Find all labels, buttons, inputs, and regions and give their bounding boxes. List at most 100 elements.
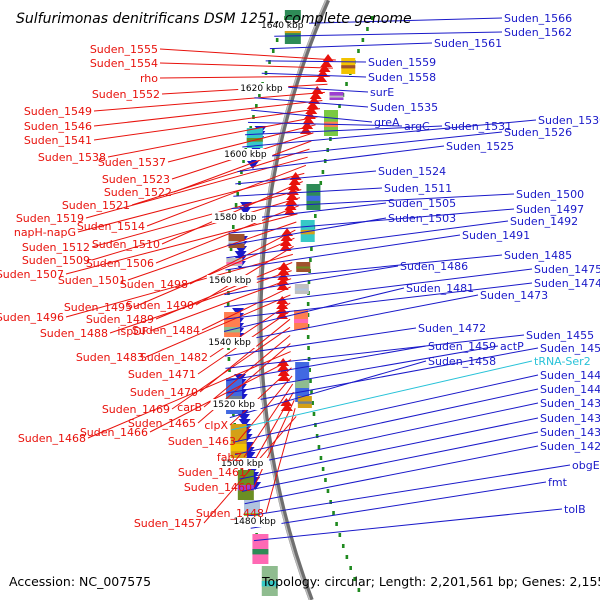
gene-label-right: Suden_1451 [540,342,600,355]
forward-gene-arrow [285,197,298,205]
gene-label-right: Suden_1525 [446,140,514,153]
leader-line-right [226,345,427,382]
leader-line-left [87,351,291,439]
forward-gene-arrow [315,74,328,82]
leader-line-right [239,417,539,480]
gene-label-right: Suden_1440 [540,383,600,396]
gene-label-right: Suden_1481 [406,282,474,295]
ruler-tick-outer [228,269,231,273]
ruler-tick-inner [321,467,325,471]
ruler-tick-inner [341,544,345,548]
accession-label: Accession: NC_007575 [9,574,151,589]
leader-line-right [235,170,377,185]
gene-label-left: Suden_1546 [24,120,92,133]
forward-gene-arrow [276,301,289,309]
gene-label-left: rho [140,72,158,85]
gene-label-left: Suden_1501 [58,274,126,287]
ruler-label: 1560 kbp [209,276,252,286]
gene-label-left: Suden_1470 [130,386,198,399]
gene-label-right: Suden_1558 [368,71,436,84]
ruler-tick-inner [349,566,352,570]
genome-backbone [257,0,330,600]
leader-line-left [243,383,294,458]
forward-gene-arrow [303,111,316,119]
gene-label-right: Suden_1425 [540,440,600,453]
leader-line-left [65,253,293,318]
gene-label-right: fmt [548,476,568,489]
gene-label-left: Suden_1468 [18,432,86,445]
ruler-tick-outer [228,368,231,372]
gene-label-left: Suden_1555 [90,43,158,56]
leader-line-right [237,402,539,468]
gene-label-right: Suden_1459 [428,340,496,353]
ruler-label-bg [206,337,257,348]
leader-line-right [261,72,367,78]
leader-line-left [91,189,302,248]
gene-label-left: Suden_1512 [22,241,90,254]
gene-label-left: Suden_1448 [196,507,264,520]
leader-line-left [237,375,293,442]
gene-label-right: Suden_1559 [368,56,436,69]
leader-line-left [109,270,292,334]
forward-gene-arrow [278,373,291,381]
gene-box-stripe [230,444,247,452]
ruler-tick-inner [357,588,361,592]
forward-gene-arrow [277,272,290,280]
forward-gene-arrow [280,233,293,241]
gene-label-left: Suden_1510 [92,238,160,251]
leader-line-right [223,282,533,320]
gene-label-right: Suden_1535 [370,101,438,114]
leader-line-left [201,286,291,331]
forward-gene-arrow [277,267,290,275]
gene-label-left: Suden_1519 [16,212,84,225]
forward-gene-arrow [277,363,290,371]
ruler-tick-outer [268,60,271,64]
gene-label-right: Suden_1458 [428,355,496,368]
gene-label-right: Suden_1485 [504,249,572,262]
gene-label-left: Suden_1554 [90,57,158,70]
leader-line-right [274,31,503,37]
leader-line-right [254,97,369,108]
leader-line-right [224,254,503,283]
leader-line-right [224,268,533,308]
ruler-tick-outer [227,357,231,361]
ruler-tick-inner [314,214,317,218]
leader-line-left [65,213,298,275]
ruler-tick-inner [310,247,313,251]
gene-label-left: Suden_1523 [102,173,170,186]
leader-line-right [269,42,433,50]
leader-line-right [251,109,373,123]
gene-label-right: Suden_1443 [540,369,600,382]
gene-label-left: Suden_1521 [62,199,130,212]
ruler-tick-inner [324,478,327,482]
ruler-tick-inner [307,280,311,284]
leader-line-right [247,121,403,127]
ruler-tick-inner [335,522,338,526]
leader-line-left [203,335,291,408]
gene-box-stripe [341,65,356,69]
ruler-tick-inner [357,49,360,53]
gene-label-right: Suden_1475 [534,263,600,276]
forward-gene-arrow [306,101,319,109]
forward-gene-arrow [302,116,315,124]
ruler-tick-inner [311,401,314,405]
ruler-label-bg [222,149,273,160]
ruler-tick-inner [310,390,313,394]
ruler-label: 1620 kbp [240,84,283,94]
gene-label-right: argC [404,120,430,133]
ruler-tick-inner [306,335,310,339]
leader-line-left [145,294,291,358]
ruler-label-bg [259,20,310,31]
leader-line-left [253,399,295,488]
leader-line-left [159,75,331,79]
left-gene-labels: Suden_1555Suden_1554rhoSuden_1552Suden_1… [0,43,264,530]
ruler-tick-inner [361,38,365,42]
gene-label-left: Suden_1483 [76,351,144,364]
leader-line-right [239,131,503,160]
ruler-tick-inner [338,533,342,537]
ruler-tick-outer [226,302,230,306]
leader-line-left [77,172,305,233]
gene-label-left: ispDF [117,325,148,338]
ruler-tick-outer [271,49,275,53]
gene-label-right: Suden_1505 [388,197,456,210]
